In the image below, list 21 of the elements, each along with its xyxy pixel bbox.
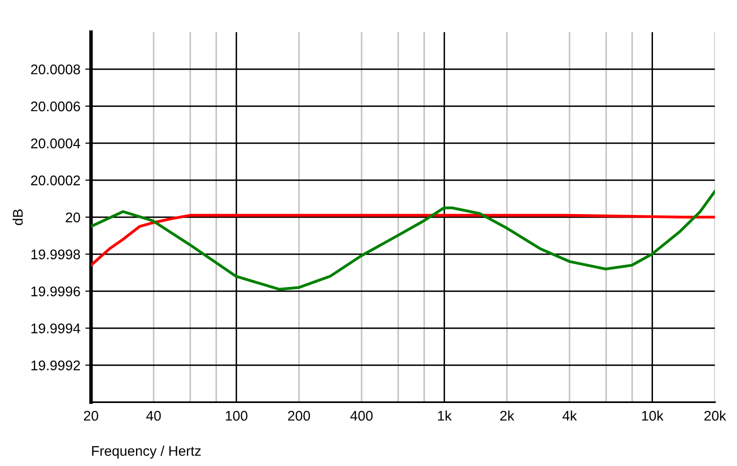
- x-tick-label: 400: [350, 410, 373, 421]
- x-tick-label: 10k: [642, 410, 664, 421]
- x-tick-label: 20k: [704, 410, 726, 421]
- y-tick-label: 20.0006: [31, 101, 80, 112]
- y-tick-label: 19.9992: [31, 360, 80, 370]
- y-tick-label: 20.0008: [31, 64, 80, 74]
- y-tick-label: 20: [66, 212, 80, 222]
- x-tick-label: 4k: [562, 410, 577, 421]
- y-axis-title: dB: [12, 209, 23, 226]
- x-tick-label: 2k: [500, 410, 514, 421]
- x-tick-label: 20: [84, 410, 98, 421]
- x-axis-title: Frequency / Hertz: [92, 446, 201, 459]
- y-tick-label: 20.0002: [31, 175, 80, 186]
- x-tick-label: 1k: [438, 410, 452, 421]
- x-tick-label: 200: [288, 410, 310, 421]
- x-tick-label: 100: [226, 410, 248, 421]
- y-tick-label: 19.9994: [31, 323, 80, 334]
- x-tick-label: 40: [146, 410, 161, 421]
- y-tick-label: 19.9996: [31, 286, 80, 296]
- y-tick-label: 19.9998: [31, 249, 80, 260]
- y-tick-label: 20.0004: [31, 138, 80, 148]
